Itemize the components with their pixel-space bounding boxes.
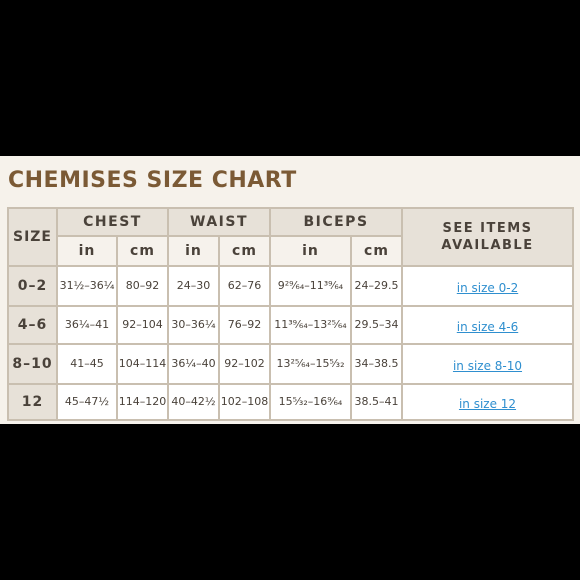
link-cell: in size 4-6 bbox=[401, 305, 574, 345]
biceps-header: BICEPS bbox=[269, 207, 403, 237]
chest-in-cell: 36¼–41 bbox=[56, 305, 118, 345]
size-link-0-2[interactable]: in size 0-2 bbox=[456, 280, 519, 295]
link-cell: in size 0-2 bbox=[401, 265, 574, 307]
waist-header: WAIST bbox=[167, 207, 271, 237]
chest-cm-cell: 92–104 bbox=[116, 305, 169, 345]
biceps-cm-cell: 29.5–34 bbox=[350, 305, 403, 345]
size-link-12[interactable]: in size 12 bbox=[458, 396, 517, 411]
chest-in-cell: 45–47½ bbox=[56, 383, 118, 421]
waist-in-cell: 30–36¼ bbox=[167, 305, 220, 345]
biceps-in-cell: 9²⁹⁄₆₄–11³⁹⁄₆₄ bbox=[269, 265, 352, 307]
see-items-header-line2: AVAILABLE bbox=[441, 238, 534, 253]
see-items-header-line1: SEE ITEMS bbox=[442, 221, 533, 236]
waist-cm-cell: 92–102 bbox=[218, 343, 271, 385]
size-chart-panel: CHEMISES SIZE CHART SIZE CHEST WAIST BIC… bbox=[0, 156, 580, 424]
biceps-in-cell: 13²⁵⁄₆₄–15⁵⁄₃₂ bbox=[269, 343, 352, 385]
chest-in-cell: 41–45 bbox=[56, 343, 118, 385]
biceps-cm-cell: 24–29.5 bbox=[350, 265, 403, 307]
chest-header: CHEST bbox=[56, 207, 169, 237]
table-row: 4–6 36¼–41 92–104 30–36¼ 76–92 11³⁹⁄₆₄–1… bbox=[7, 305, 574, 345]
biceps-cm-header: cm bbox=[350, 235, 403, 267]
size-chart-table: SIZE CHEST WAIST BICEPS SEE ITEMS AVAILA… bbox=[7, 207, 574, 421]
size-link-8-10[interactable]: in size 8-10 bbox=[452, 358, 523, 373]
waist-in-header: in bbox=[167, 235, 220, 267]
waist-cm-cell: 102–108 bbox=[218, 383, 271, 421]
link-cell: in size 12 bbox=[401, 383, 574, 421]
biceps-in-cell: 11³⁹⁄₆₄–13²⁵⁄₆₄ bbox=[269, 305, 352, 345]
size-link-4-6[interactable]: in size 4-6 bbox=[456, 319, 519, 334]
biceps-in-cell: 15⁵⁄₃₂–16⁹⁄₆₄ bbox=[269, 383, 352, 421]
page-title: CHEMISES SIZE CHART bbox=[8, 168, 297, 193]
waist-cm-cell: 62–76 bbox=[218, 265, 271, 307]
chest-in-header: in bbox=[56, 235, 118, 267]
link-cell: in size 8-10 bbox=[401, 343, 574, 385]
size-cell: 12 bbox=[7, 383, 58, 421]
size-cell: 8–10 bbox=[7, 343, 58, 385]
table-row: 0–2 31½–36¼ 80–92 24–30 62–76 9²⁹⁄₆₄–11³… bbox=[7, 265, 574, 307]
size-cell: 0–2 bbox=[7, 265, 58, 307]
size-cell: 4–6 bbox=[7, 305, 58, 345]
table-row: 8–10 41–45 104–114 36¼–40 92–102 13²⁵⁄₆₄… bbox=[7, 343, 574, 385]
biceps-in-header: in bbox=[269, 235, 352, 267]
biceps-cm-cell: 34–38.5 bbox=[350, 343, 403, 385]
see-items-header: SEE ITEMS AVAILABLE bbox=[401, 207, 574, 267]
chest-cm-cell: 80–92 bbox=[116, 265, 169, 307]
size-header: SIZE bbox=[7, 207, 58, 267]
table-row: 12 45–47½ 114–120 40–42½ 102–108 15⁵⁄₃₂–… bbox=[7, 383, 574, 421]
chest-cm-cell: 114–120 bbox=[116, 383, 169, 421]
waist-cm-header: cm bbox=[218, 235, 271, 267]
chest-cm-cell: 104–114 bbox=[116, 343, 169, 385]
chest-cm-header: cm bbox=[116, 235, 169, 267]
chest-in-cell: 31½–36¼ bbox=[56, 265, 118, 307]
waist-in-cell: 36¼–40 bbox=[167, 343, 220, 385]
waist-cm-cell: 76–92 bbox=[218, 305, 271, 345]
waist-in-cell: 24–30 bbox=[167, 265, 220, 307]
biceps-cm-cell: 38.5–41 bbox=[350, 383, 403, 421]
waist-in-cell: 40–42½ bbox=[167, 383, 220, 421]
